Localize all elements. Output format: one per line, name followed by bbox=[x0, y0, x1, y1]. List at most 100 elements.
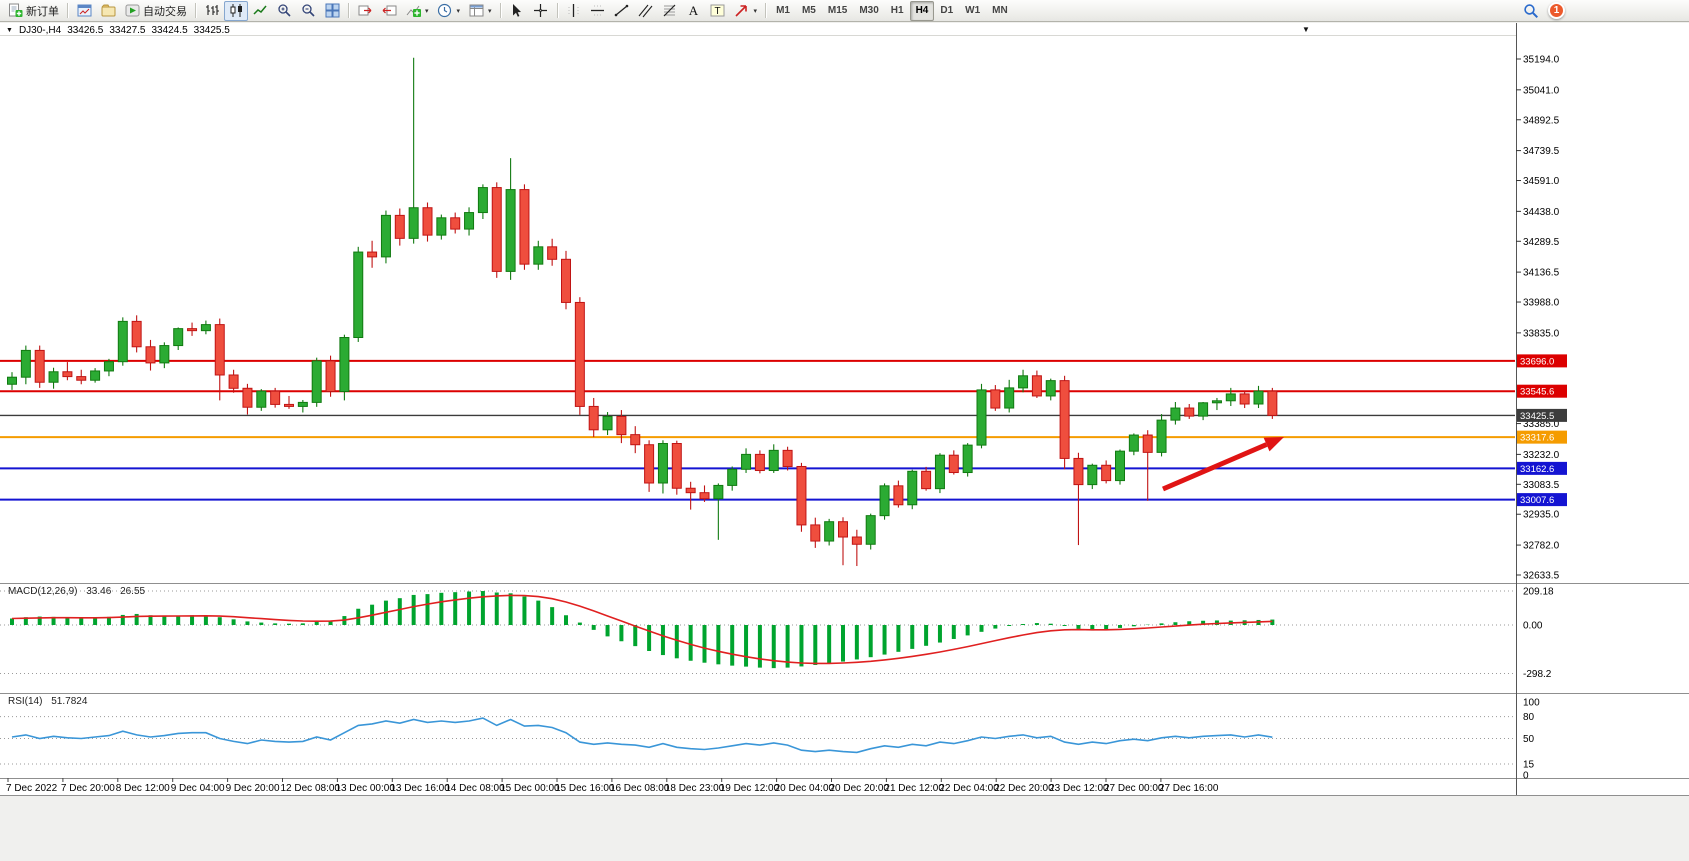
svg-text:20 Dec 04:00: 20 Dec 04:00 bbox=[775, 783, 835, 794]
svg-text:27 Dec 16:00: 27 Dec 16:00 bbox=[1159, 783, 1219, 794]
new-order-button[interactable]: 新订单 bbox=[3, 1, 63, 21]
timeframe-m15[interactable]: M15 bbox=[827, 5, 848, 16]
svg-text:33425.5: 33425.5 bbox=[1520, 411, 1554, 422]
svg-text:19 Dec 12:00: 19 Dec 12:00 bbox=[720, 783, 780, 794]
dropdown-caret-icon[interactable]: ▾ bbox=[488, 7, 492, 15]
chart-shift-button[interactable] bbox=[377, 1, 401, 21]
svg-text:33317.6: 33317.6 bbox=[1520, 433, 1554, 444]
svg-text:33232.0: 33232.0 bbox=[1523, 450, 1560, 461]
text-button[interactable]: A bbox=[682, 1, 706, 21]
ohlc-bars-button[interactable] bbox=[200, 1, 224, 21]
text-label-icon: T bbox=[710, 3, 726, 19]
svg-text:35041.0: 35041.0 bbox=[1523, 85, 1560, 96]
svg-text:20 Dec 20:00: 20 Dec 20:00 bbox=[830, 783, 890, 794]
svg-text:33835.0: 33835.0 bbox=[1523, 328, 1560, 339]
search-icon[interactable] bbox=[1523, 3, 1539, 19]
periods-button[interactable]: ▾ bbox=[433, 1, 465, 21]
timeframe-mn[interactable]: MN bbox=[992, 5, 1008, 16]
trendline-icon bbox=[614, 3, 630, 19]
svg-text:15 Dec 00:00: 15 Dec 00:00 bbox=[500, 783, 560, 794]
indicators-button[interactable]: ▾ bbox=[401, 1, 433, 21]
timeframe-m5[interactable]: M5 bbox=[801, 5, 816, 16]
svg-text:33007.6: 33007.6 bbox=[1520, 495, 1554, 506]
auto-scroll-icon bbox=[357, 3, 373, 19]
profiles-button[interactable] bbox=[96, 1, 120, 21]
chart-close-value: 33425.5 bbox=[193, 25, 230, 36]
timeframe-h4[interactable]: H4 bbox=[909, 0, 935, 21]
rsi-name: RSI(14) bbox=[8, 696, 43, 707]
svg-text:13 Dec 00:00: 13 Dec 00:00 bbox=[335, 783, 395, 794]
notification-badge[interactable]: 1 bbox=[1548, 2, 1565, 19]
timeframe-h1[interactable]: H1 bbox=[890, 5, 904, 16]
svg-text:33162.6: 33162.6 bbox=[1520, 464, 1554, 475]
svg-text:50: 50 bbox=[1523, 734, 1535, 745]
cursor-icon bbox=[509, 3, 525, 19]
main-toolbar: 新订单 自动交易 ▾ ▾ ▾ A T ▾ M1 M5 M15 M30 H1 H4 D1 W1 MN 1 bbox=[0, 0, 1689, 22]
chart-end-marker-icon[interactable]: ▼ bbox=[1302, 25, 1310, 34]
svg-text:16 Dec 08:00: 16 Dec 08:00 bbox=[610, 783, 670, 794]
svg-text:100: 100 bbox=[1523, 698, 1540, 709]
trend-arrow[interactable] bbox=[1162, 442, 1268, 492]
clock-icon bbox=[437, 3, 453, 19]
tile-windows-button[interactable] bbox=[320, 1, 344, 21]
svg-text:33385.0: 33385.0 bbox=[1523, 419, 1560, 430]
channel-icon bbox=[638, 3, 654, 19]
svg-text:34438.0: 34438.0 bbox=[1523, 207, 1560, 218]
timeframe-m1[interactable]: M1 bbox=[776, 5, 790, 16]
zoom-in-button[interactable] bbox=[272, 1, 296, 21]
charts-window-button[interactable] bbox=[72, 1, 96, 21]
svg-text:32633.5: 32633.5 bbox=[1523, 570, 1560, 581]
svg-text:0: 0 bbox=[1523, 771, 1529, 782]
new-order-label: 新订单 bbox=[26, 5, 59, 18]
arrows-button[interactable]: ▾ bbox=[730, 1, 762, 21]
trendline-button[interactable] bbox=[610, 1, 634, 21]
auto-trading-button[interactable]: 自动交易 bbox=[120, 1, 191, 21]
svg-text:34591.0: 34591.0 bbox=[1523, 176, 1560, 187]
dropdown-caret-icon[interactable]: ▾ bbox=[456, 7, 461, 15]
svg-text:12 Dec 08:00: 12 Dec 08:00 bbox=[281, 783, 341, 794]
templates-button[interactable]: ▾ bbox=[464, 1, 496, 21]
new-order-icon bbox=[7, 3, 23, 19]
cursor-button[interactable] bbox=[505, 1, 529, 21]
timeframe-d1[interactable]: D1 bbox=[940, 5, 954, 16]
toolbar-separator bbox=[499, 3, 501, 18]
macd-main-value: 33.46 bbox=[86, 586, 112, 597]
auto-scroll-button[interactable] bbox=[353, 1, 377, 21]
svg-text:32782.0: 32782.0 bbox=[1523, 541, 1560, 552]
indicators-icon bbox=[405, 3, 421, 19]
chart-header: ▼ DJ30-,H4 33426.5 33427.5 33424.5 33425… bbox=[6, 25, 230, 36]
svg-text:33696.0: 33696.0 bbox=[1520, 356, 1554, 367]
toolbar-right: 1 bbox=[1523, 2, 1565, 19]
horizontal-line-button[interactable] bbox=[586, 1, 610, 21]
svg-text:9 Dec 20:00: 9 Dec 20:00 bbox=[226, 783, 280, 794]
profiles-icon bbox=[100, 3, 116, 19]
svg-text:35194.0: 35194.0 bbox=[1523, 55, 1560, 66]
svg-text:80: 80 bbox=[1523, 712, 1535, 723]
svg-text:15 Dec 16:00: 15 Dec 16:00 bbox=[555, 783, 615, 794]
fibonacci-button[interactable] bbox=[658, 1, 682, 21]
chart-dropdown-icon[interactable]: ▼ bbox=[6, 27, 13, 34]
line-chart-button[interactable] bbox=[248, 1, 272, 21]
auto-trading-label: 自动交易 bbox=[143, 5, 187, 18]
svg-text:21 Dec 12:00: 21 Dec 12:00 bbox=[884, 783, 944, 794]
timeframe-m30[interactable]: M30 bbox=[859, 5, 879, 16]
crosshair-button[interactable] bbox=[529, 1, 553, 21]
svg-text:14 Dec 08:00: 14 Dec 08:00 bbox=[445, 783, 505, 794]
chart-high-value: 33427.5 bbox=[109, 25, 146, 36]
zoom-out-button[interactable] bbox=[296, 1, 320, 21]
dropdown-caret-icon[interactable]: ▾ bbox=[425, 7, 429, 15]
timeframe-w1[interactable]: W1 bbox=[965, 5, 981, 16]
equidistant-channel-button[interactable] bbox=[634, 1, 658, 21]
macd-label: MACD(12,26,9) 33.46 26.55 bbox=[8, 586, 145, 597]
vertical-line-button[interactable] bbox=[562, 1, 586, 21]
svg-text:7 Dec 20:00: 7 Dec 20:00 bbox=[61, 783, 115, 794]
dropdown-caret-icon[interactable]: ▾ bbox=[753, 7, 758, 15]
svg-text:34739.5: 34739.5 bbox=[1523, 146, 1560, 157]
candlestick-chart-button[interactable] bbox=[224, 0, 248, 21]
template-icon bbox=[468, 3, 484, 19]
fibonacci-icon bbox=[662, 3, 678, 19]
macd-signal-value: 26.55 bbox=[120, 586, 146, 597]
svg-text:T: T bbox=[714, 6, 720, 17]
text-label-button[interactable]: T bbox=[706, 1, 730, 21]
